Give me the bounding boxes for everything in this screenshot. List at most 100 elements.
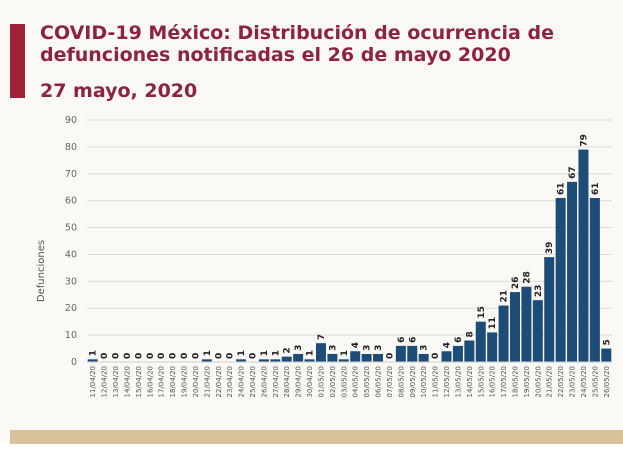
bar [293,353,304,362]
bar [350,351,361,362]
x-tick-label: 15/05/20 [477,366,485,397]
data-label: 0 [180,353,190,359]
data-label: 5 [602,339,612,345]
x-tick-label: 04/05/20 [352,366,360,397]
x-tick-label: 18/05/20 [511,366,519,397]
x-tick-label: 25/05/20 [591,366,599,397]
bar [270,359,281,362]
data-label: 0 [123,353,133,359]
y-axis-label: Defunciones [36,240,47,302]
bar [373,353,384,362]
x-tick-label: 05/05/20 [363,366,371,397]
data-label: 11 [488,317,498,330]
x-tick-label: 17/04/20 [158,366,166,397]
data-label: 26 [511,277,521,290]
x-tick-label: 09/05/20 [409,366,417,397]
data-label: 0 [248,353,258,359]
bar [509,292,520,362]
y-tick-label: 30 [65,276,77,287]
x-tick-label: 21/05/20 [546,366,554,397]
data-label: 1 [203,350,213,356]
data-label: 15 [477,306,487,319]
page-title: COVID-19 México: Distribución de ocurren… [40,22,554,66]
data-label: 7 [317,334,327,340]
bar [201,359,212,362]
x-tick-label: 19/05/20 [523,366,531,397]
data-label: 0 [169,353,179,359]
y-tick-label: 0 [71,357,77,368]
data-label: 61 [591,182,601,195]
data-label: 6 [397,337,407,343]
x-tick-label: 30/04/20 [306,366,314,397]
data-label: 0 [157,353,167,359]
bar [521,286,532,362]
x-tick-label: 23/04/20 [226,366,234,397]
x-tick-label: 14/04/20 [123,366,131,397]
data-label: 1 [260,350,270,356]
data-label: 4 [443,342,453,348]
x-tick-label: 27/04/20 [272,366,280,397]
bar [544,257,555,362]
x-tick-label: 26/05/20 [603,366,611,397]
data-label: 0 [191,353,201,359]
bar [338,359,349,362]
bar [327,353,338,362]
bar [441,351,452,362]
bar [532,300,543,362]
x-tick-label: 11/05/20 [432,366,440,397]
data-label: 39 [545,242,555,255]
y-tick-label: 60 [65,196,77,207]
x-tick-label: 23/05/20 [569,366,577,397]
data-label: 6 [454,337,464,343]
bar [601,348,612,362]
x-tick-label: 24/04/20 [238,366,246,397]
bar [578,149,589,362]
data-label: 2 [283,347,293,353]
data-label: 4 [351,342,361,348]
x-tick-label: 19/04/20 [181,366,189,397]
bar [464,340,475,362]
page-date: 27 mayo, 2020 [40,80,198,102]
bar [236,359,247,362]
y-tick-label: 80 [65,142,77,153]
bar [258,359,269,362]
bar [475,321,486,362]
data-label: 0 [146,353,156,359]
data-label: 3 [374,345,384,351]
data-label: 3 [363,345,373,351]
bar [418,353,429,362]
data-label: 67 [568,166,578,179]
data-label: 1 [306,350,316,356]
y-tick-label: 70 [65,169,77,180]
x-tick-label: 20/05/20 [534,366,542,397]
bar [361,353,372,362]
data-label: 1 [271,350,281,356]
bar [452,345,463,362]
x-tick-label: 22/04/20 [215,366,223,397]
x-tick-label: 16/05/20 [489,366,497,397]
data-label: 0 [134,353,144,359]
data-label: 0 [100,353,110,359]
x-tick-label: 20/04/20 [192,366,200,397]
data-label: 1 [340,350,350,356]
x-tick-label: 25/04/20 [249,366,257,397]
x-tick-label: 10/05/20 [420,366,428,397]
y-tick-label: 90 [65,115,77,126]
x-tick-label: 16/04/20 [146,366,154,397]
bar [407,345,418,362]
y-tick-label: 10 [65,330,77,341]
x-tick-label: 01/05/20 [317,366,325,397]
x-tick-label: 18/04/20 [169,366,177,397]
bar [395,345,406,362]
data-label: 0 [226,353,236,359]
x-tick-label: 21/04/20 [203,366,211,397]
x-tick-label: 08/05/20 [397,366,405,397]
x-tick-label: 29/04/20 [295,366,303,397]
data-label: 79 [579,134,589,147]
background [0,0,623,443]
data-label: 3 [328,345,338,351]
bar [589,197,600,362]
x-tick-label: 17/05/20 [500,366,508,397]
x-tick-label: 02/05/20 [329,366,337,397]
